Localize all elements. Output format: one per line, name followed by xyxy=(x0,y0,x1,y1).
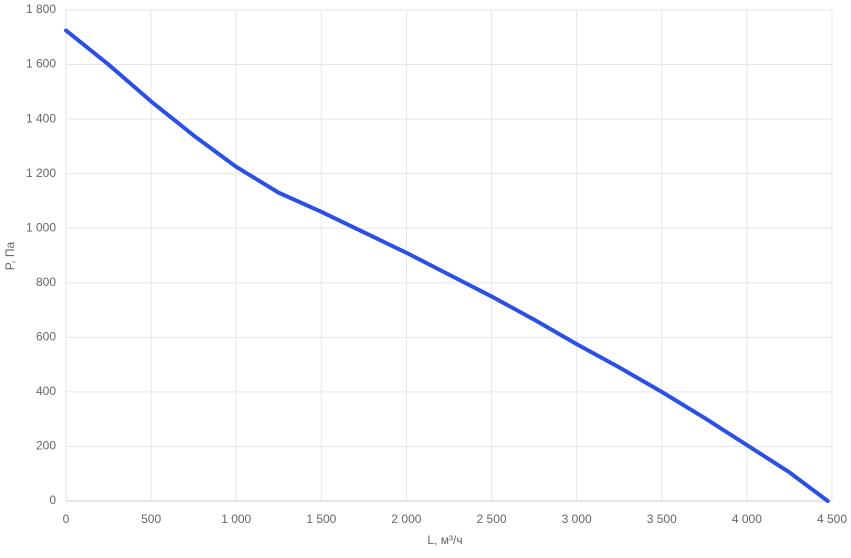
x-tick-label: 4 000 xyxy=(732,512,762,526)
x-tick-label: 4 500 xyxy=(817,512,847,526)
x-tick-label: 3 500 xyxy=(647,512,677,526)
y-tick-label: 1 800 xyxy=(26,2,56,16)
y-tick-label: 1 400 xyxy=(26,111,56,125)
x-tick-label: 3 000 xyxy=(562,512,592,526)
y-tick-label: 0 xyxy=(49,493,56,507)
x-tick-label: 0 xyxy=(63,512,70,526)
y-tick-label: 200 xyxy=(36,439,56,453)
line-series xyxy=(64,28,830,503)
x-tick-label: 2 500 xyxy=(477,512,507,526)
y-axis-label: P, Па xyxy=(3,241,17,270)
x-tick-label: 1 500 xyxy=(306,512,336,526)
x-axis-label: L, м³/ч xyxy=(427,533,462,547)
x-tick-label: 1 000 xyxy=(221,512,251,526)
y-tick-label: 600 xyxy=(36,330,56,344)
x-tick-label: 500 xyxy=(141,512,161,526)
y-tick-label: 1 600 xyxy=(26,57,56,71)
x-tick-label: 2 000 xyxy=(391,512,421,526)
y-tick-label: 1 000 xyxy=(26,220,56,234)
y-tick-label: 400 xyxy=(36,384,56,398)
y-tick-label: 800 xyxy=(36,275,56,289)
y-tick-label: 1 200 xyxy=(26,166,56,180)
